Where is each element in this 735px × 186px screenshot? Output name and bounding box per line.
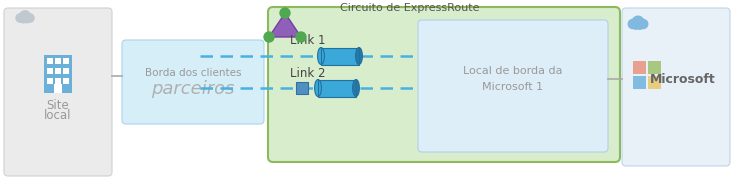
Text: Borda dos clientes: Borda dos clientes — [145, 68, 241, 78]
Ellipse shape — [315, 79, 321, 97]
Ellipse shape — [356, 47, 362, 65]
Bar — [648, 61, 661, 74]
Bar — [47, 68, 53, 74]
FancyBboxPatch shape — [268, 7, 620, 162]
Bar — [296, 82, 308, 94]
Bar — [55, 78, 61, 84]
Text: Site: Site — [46, 99, 69, 111]
Bar — [55, 58, 61, 64]
FancyBboxPatch shape — [122, 40, 264, 124]
Circle shape — [632, 21, 640, 29]
Polygon shape — [269, 13, 301, 37]
Circle shape — [264, 32, 274, 42]
Bar — [318, 79, 356, 97]
Bar — [633, 61, 646, 74]
Text: Link 2: Link 2 — [290, 67, 326, 79]
Text: Local de borda da
Microsoft 1: Local de borda da Microsoft 1 — [463, 66, 563, 92]
Ellipse shape — [353, 79, 359, 97]
Circle shape — [24, 16, 30, 23]
Bar — [63, 68, 69, 74]
Text: Circuito de ExpressRoute: Circuito de ExpressRoute — [340, 3, 480, 13]
Text: local: local — [44, 108, 72, 121]
Circle shape — [636, 21, 644, 29]
FancyBboxPatch shape — [622, 8, 730, 166]
Bar — [321, 47, 359, 65]
Circle shape — [628, 20, 637, 28]
Ellipse shape — [318, 47, 324, 65]
Bar — [44, 55, 72, 93]
Bar — [633, 76, 646, 89]
Circle shape — [20, 11, 30, 22]
FancyBboxPatch shape — [4, 8, 112, 176]
Bar — [47, 78, 53, 84]
Text: parceiros: parceiros — [151, 80, 234, 98]
Circle shape — [16, 14, 24, 22]
Bar — [318, 79, 356, 97]
Bar — [321, 47, 359, 65]
FancyBboxPatch shape — [418, 20, 608, 152]
Bar — [648, 76, 661, 89]
Circle shape — [26, 14, 34, 22]
Bar — [55, 68, 61, 74]
Bar — [47, 58, 53, 64]
Circle shape — [280, 8, 290, 18]
Circle shape — [639, 20, 648, 28]
Circle shape — [296, 32, 306, 42]
Circle shape — [20, 16, 26, 23]
Text: Microsoft: Microsoft — [650, 73, 716, 86]
Bar — [54, 84, 62, 93]
Bar — [63, 78, 69, 84]
Circle shape — [632, 16, 644, 28]
Text: Link 1: Link 1 — [290, 33, 326, 46]
Bar — [63, 58, 69, 64]
